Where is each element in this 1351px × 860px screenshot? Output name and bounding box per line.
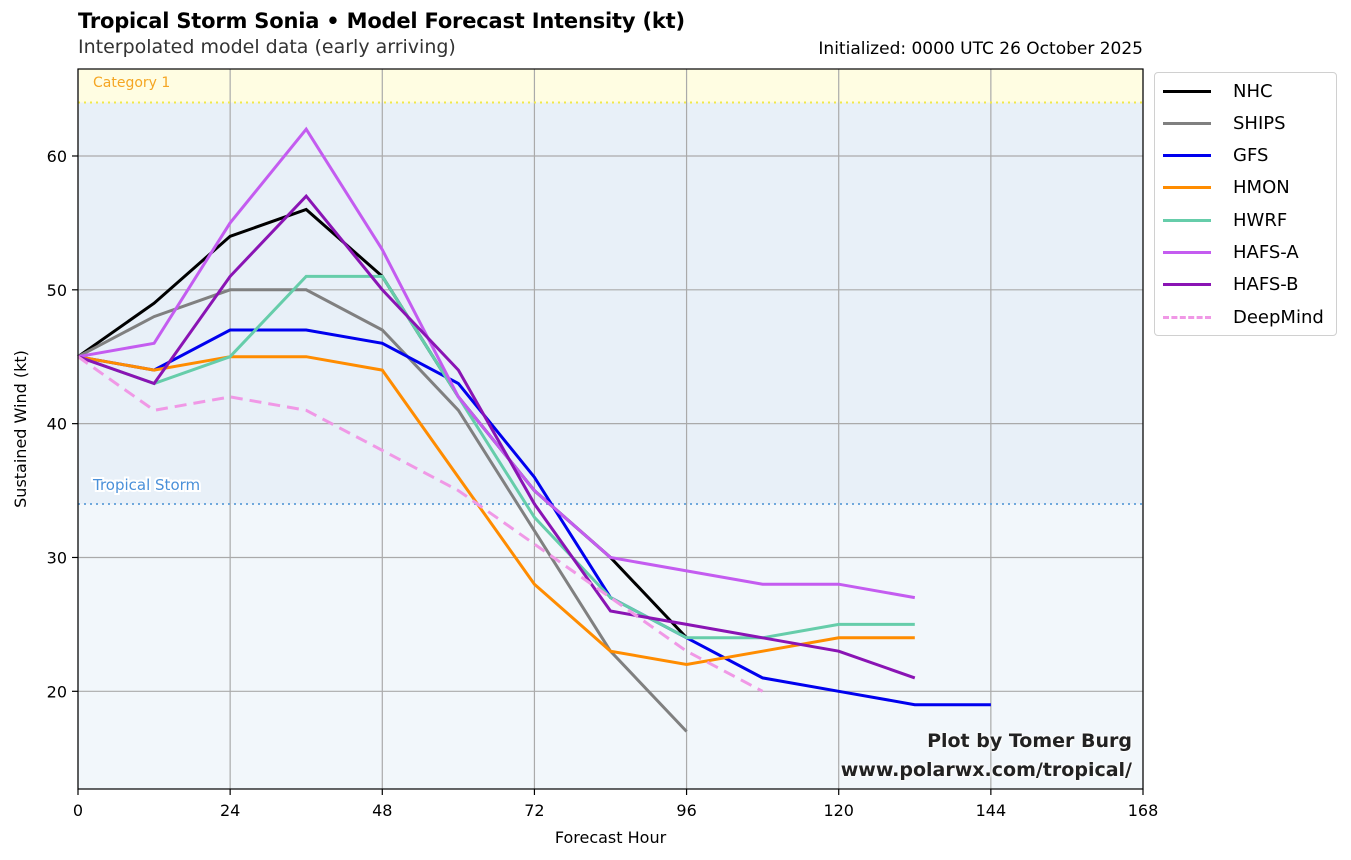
legend-swatch: [1163, 154, 1211, 158]
legend-swatch: [1163, 283, 1211, 287]
x-tick-label: 0: [73, 801, 83, 820]
chart-subtitle: Interpolated model data (early arriving): [78, 36, 456, 58]
y-tick-label: 60: [47, 147, 67, 166]
y-tick-label: 20: [47, 682, 67, 701]
legend-swatch: [1163, 89, 1211, 93]
plot-frame: [77, 68, 1144, 790]
x-tick-label: 24: [220, 801, 240, 820]
series-line-hwrf: [77, 274, 915, 640]
legend-item-nhc: NHC: [1163, 75, 1273, 107]
threshold-lines: Tropical Storm Category 1: [78, 75, 1143, 505]
series-lines: [77, 126, 991, 733]
series-line-deepmind: [77, 355, 764, 693]
legend-label: HWRF: [1233, 209, 1288, 231]
intensity-bands: [78, 69, 1143, 789]
series-line-gfs: [77, 328, 991, 707]
threshold-label: Category 1: [93, 75, 170, 91]
threshold-label: Tropical Storm: [92, 476, 200, 494]
x-tick-label: 144: [976, 801, 1007, 820]
y-tick-label: 30: [47, 548, 67, 567]
legend-item-ships: SHIPS: [1163, 107, 1286, 139]
band-below-tropical-storm: [78, 503, 1143, 789]
legend-item-hafs-b: HAFS-B: [1163, 269, 1299, 301]
legend-swatch: [1163, 121, 1211, 125]
legend: NHC SHIPS GFS HMON HWRF HAFS-A HAFS-B DeepMind: [1154, 72, 1337, 336]
y-tick-label: 40: [47, 415, 67, 434]
legend-label: SHIPS: [1233, 112, 1286, 134]
legend-label: NHC: [1233, 80, 1273, 102]
x-axis-label: Forecast Hour: [555, 828, 667, 847]
y-axis-ticks: 20 30 40 50 60: [47, 147, 78, 701]
legend-item-gfs: GFS: [1163, 140, 1268, 172]
legend-item-hafs-a: HAFS-A: [1163, 237, 1299, 269]
legend-swatch: [1163, 251, 1211, 254]
legend-swatch: [1163, 315, 1211, 319]
x-tick-label: 72: [524, 801, 544, 820]
series-line-hafs-b: [77, 193, 916, 680]
legend-swatch: [1163, 186, 1211, 190]
legend-label: GFS: [1233, 145, 1269, 167]
series-line-hafs-a: [77, 126, 916, 600]
x-tick-label: 48: [372, 801, 392, 820]
legend-item-deepmind: DeepMind: [1163, 301, 1324, 333]
initialized-time: Initialized: 0000 UTC 26 October 2025: [818, 39, 1143, 59]
x-tick-label: 120: [823, 801, 854, 820]
band-category-1: [78, 69, 1143, 103]
legend-item-hwrf: HWRF: [1163, 204, 1287, 236]
series-line-ships: [77, 288, 688, 733]
x-tick-label: 168: [1128, 801, 1159, 820]
legend-label: HAFS-A: [1233, 242, 1299, 263]
credit-url: www.polarwx.com/tropical/: [840, 759, 1132, 781]
legend-label: HAFS-B: [1233, 274, 1299, 296]
band-tropical-storm: [78, 102, 1143, 504]
legend-item-hmon: HMON: [1163, 172, 1290, 204]
legend-label: DeepMind: [1233, 306, 1324, 328]
x-tick-label: 96: [676, 801, 696, 820]
credit-author: Plot by Tomer Burg: [927, 730, 1132, 752]
chart-title: Tropical Storm Sonia • Model Forecast In…: [78, 9, 685, 33]
y-axis-label: Sustained Wind (kt): [11, 350, 30, 508]
y-tick-label: 50: [47, 281, 67, 300]
legend-label: HMON: [1233, 177, 1290, 199]
x-axis-ticks: 0 24 48 72 96 120 144 168: [73, 789, 1158, 820]
legend-swatch: [1163, 218, 1211, 222]
series-line-hmon: [77, 355, 915, 667]
